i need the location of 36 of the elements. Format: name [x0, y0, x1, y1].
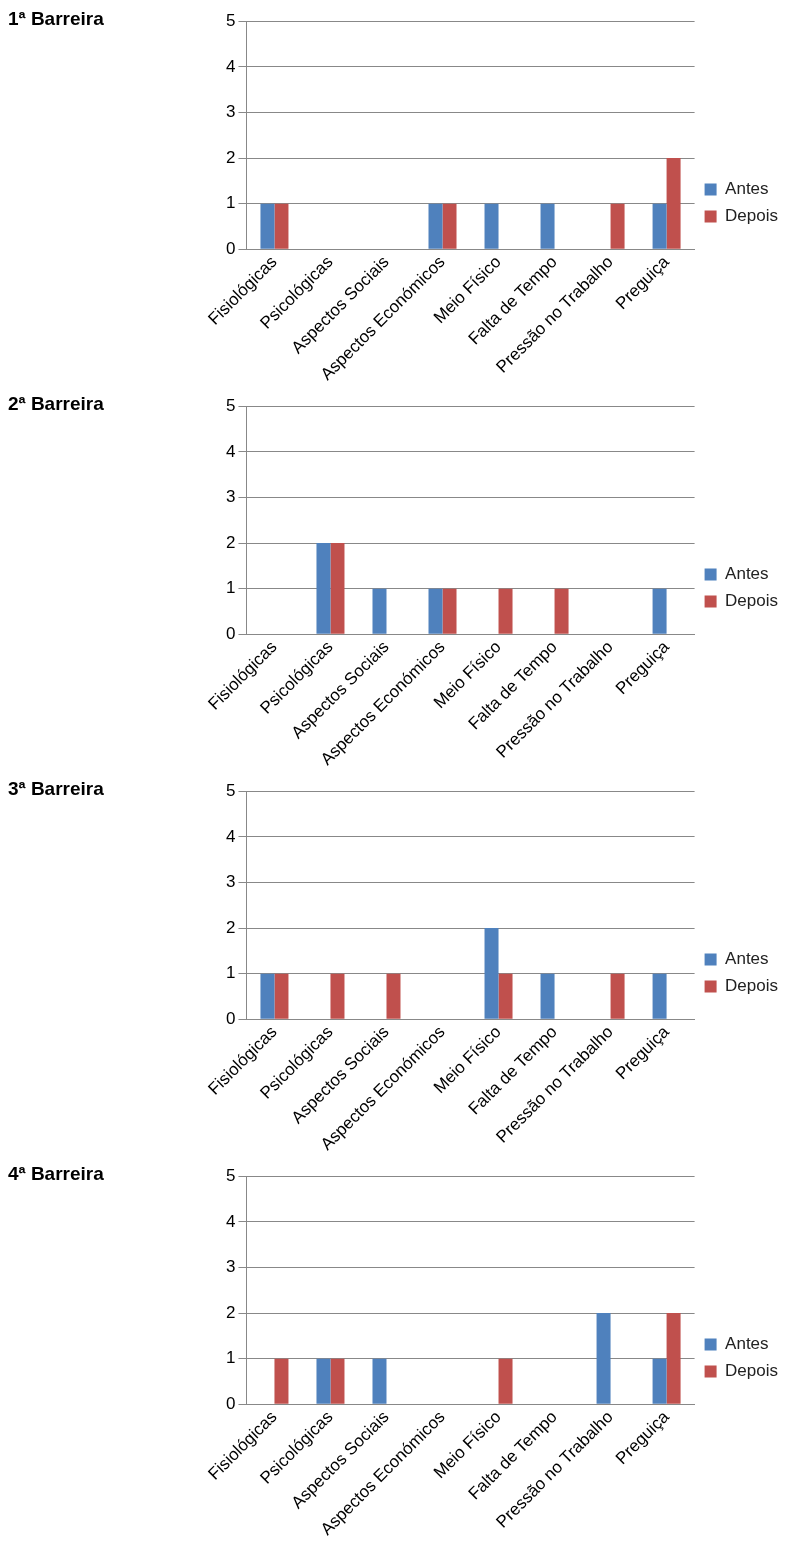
- y-tick-label: 0: [225, 624, 236, 643]
- y-tick-label: 3: [225, 1257, 236, 1277]
- y-tick-label: 4: [225, 826, 236, 846]
- y-tick-label: 5: [225, 1165, 236, 1185]
- text: 4ª Barreira: [8, 1163, 104, 1185]
- y-tick-label: 4: [225, 1211, 236, 1231]
- y-tick-label: 0: [225, 1009, 236, 1028]
- y-tick-label: 5: [225, 780, 236, 800]
- y-tick-label: 2: [225, 532, 236, 552]
- text: 2ª Barreira: [8, 393, 104, 415]
- legend-label: Depois: [725, 976, 778, 996]
- y-tick-label: 4: [225, 56, 236, 76]
- y-tick-label: 5: [225, 10, 236, 30]
- y-tick-label: 1: [225, 193, 236, 213]
- y-tick-label: 2: [225, 147, 236, 167]
- legend-label: Depois: [725, 591, 778, 611]
- text: 3ª Barreira: [8, 778, 104, 800]
- legend-label: Antes: [725, 1334, 769, 1354]
- text: 1ª Barreira: [8, 8, 104, 30]
- y-tick-label: 0: [225, 1394, 236, 1413]
- y-tick-label: 4: [225, 441, 236, 461]
- y-tick-label: 1: [225, 963, 236, 983]
- y-tick-label: 2: [225, 917, 236, 937]
- y-tick-label: 0: [225, 239, 236, 258]
- y-tick-label: 2: [225, 1302, 236, 1322]
- y-tick-label: 3: [225, 487, 236, 507]
- legend-label: Antes: [725, 179, 769, 199]
- legend-label: Antes: [725, 564, 769, 584]
- legend-label: Depois: [725, 206, 778, 226]
- legend-label: Antes: [725, 949, 769, 969]
- y-tick-label: 5: [225, 395, 236, 415]
- y-tick-label: 1: [225, 578, 236, 598]
- y-tick-label: 3: [225, 872, 236, 892]
- y-tick-label: 1: [225, 1348, 236, 1368]
- legend-label: Depois: [725, 1361, 778, 1381]
- y-tick-label: 3: [225, 102, 236, 122]
